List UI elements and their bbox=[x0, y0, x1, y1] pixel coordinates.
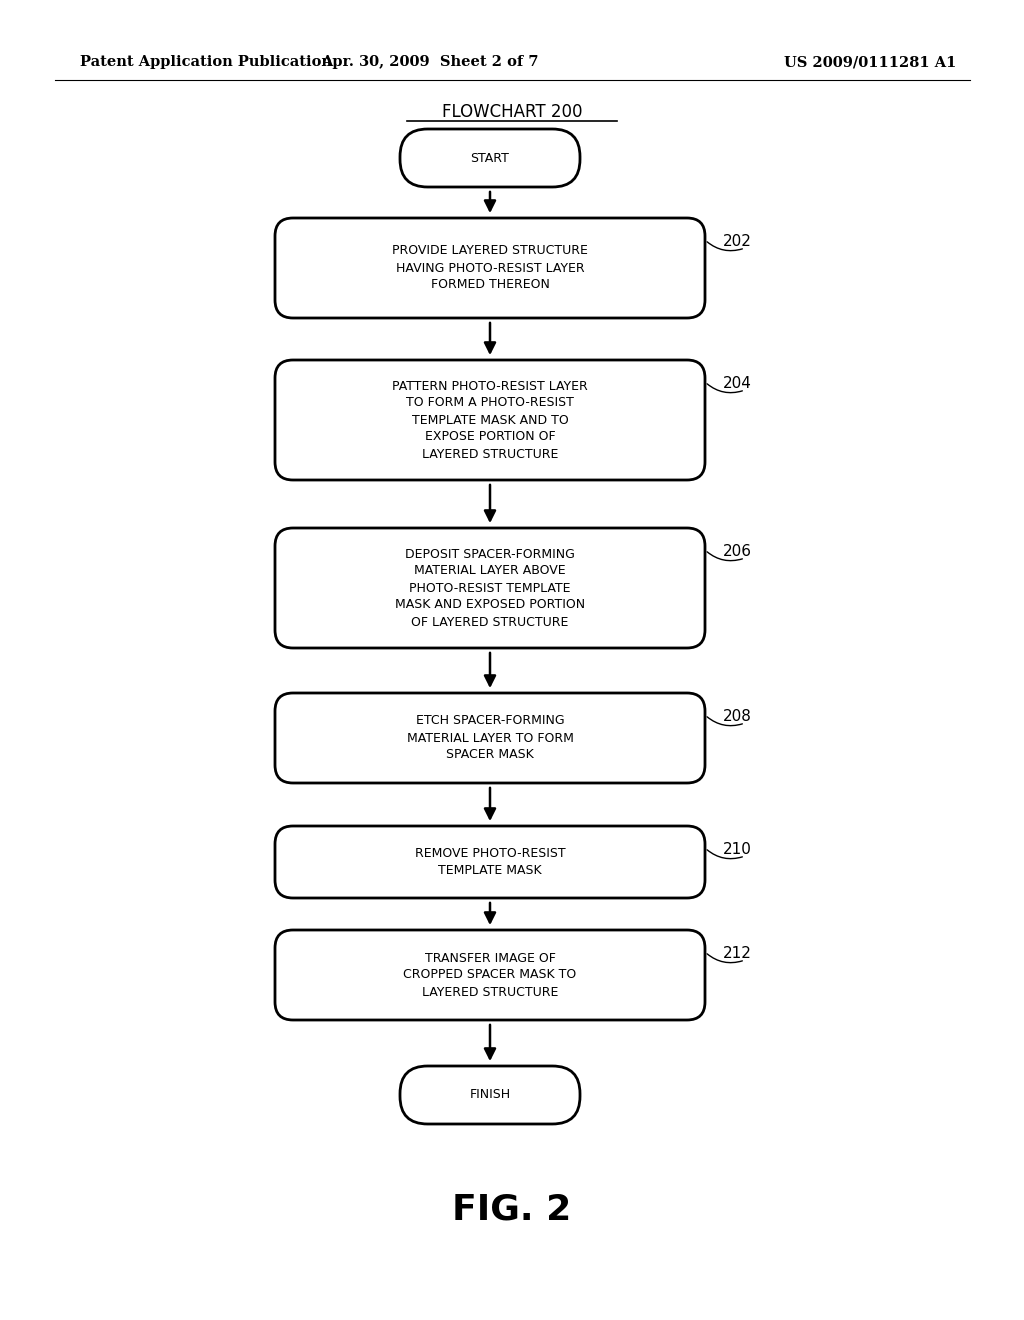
Text: TRANSFER IMAGE OF
CROPPED SPACER MASK TO
LAYERED STRUCTURE: TRANSFER IMAGE OF CROPPED SPACER MASK TO… bbox=[403, 952, 577, 998]
Text: 212: 212 bbox=[723, 946, 752, 961]
FancyBboxPatch shape bbox=[275, 360, 705, 480]
FancyBboxPatch shape bbox=[275, 826, 705, 898]
Text: FIG. 2: FIG. 2 bbox=[453, 1193, 571, 1228]
Text: START: START bbox=[471, 152, 509, 165]
FancyBboxPatch shape bbox=[275, 693, 705, 783]
Text: REMOVE PHOTO-RESIST
TEMPLATE MASK: REMOVE PHOTO-RESIST TEMPLATE MASK bbox=[415, 847, 565, 876]
FancyBboxPatch shape bbox=[275, 528, 705, 648]
Text: 204: 204 bbox=[723, 376, 752, 391]
Text: ETCH SPACER-FORMING
MATERIAL LAYER TO FORM
SPACER MASK: ETCH SPACER-FORMING MATERIAL LAYER TO FO… bbox=[407, 714, 573, 762]
Text: FINISH: FINISH bbox=[469, 1089, 511, 1101]
Text: FLOWCHART 200: FLOWCHART 200 bbox=[441, 103, 583, 121]
Text: 202: 202 bbox=[723, 234, 752, 249]
FancyBboxPatch shape bbox=[275, 218, 705, 318]
Text: Apr. 30, 2009  Sheet 2 of 7: Apr. 30, 2009 Sheet 2 of 7 bbox=[322, 55, 539, 69]
Text: PROVIDE LAYERED STRUCTURE
HAVING PHOTO-RESIST LAYER
FORMED THEREON: PROVIDE LAYERED STRUCTURE HAVING PHOTO-R… bbox=[392, 244, 588, 292]
FancyBboxPatch shape bbox=[275, 931, 705, 1020]
Text: Patent Application Publication: Patent Application Publication bbox=[80, 55, 332, 69]
Text: 210: 210 bbox=[723, 842, 752, 857]
Text: US 2009/0111281 A1: US 2009/0111281 A1 bbox=[783, 55, 956, 69]
Text: 208: 208 bbox=[723, 709, 752, 723]
Text: DEPOSIT SPACER-FORMING
MATERIAL LAYER ABOVE
PHOTO-RESIST TEMPLATE
MASK AND EXPOS: DEPOSIT SPACER-FORMING MATERIAL LAYER AB… bbox=[395, 548, 585, 628]
FancyBboxPatch shape bbox=[400, 1067, 580, 1125]
Text: 206: 206 bbox=[723, 544, 752, 558]
Text: PATTERN PHOTO-RESIST LAYER
TO FORM A PHOTO-RESIST
TEMPLATE MASK AND TO
EXPOSE PO: PATTERN PHOTO-RESIST LAYER TO FORM A PHO… bbox=[392, 380, 588, 461]
FancyBboxPatch shape bbox=[400, 129, 580, 187]
